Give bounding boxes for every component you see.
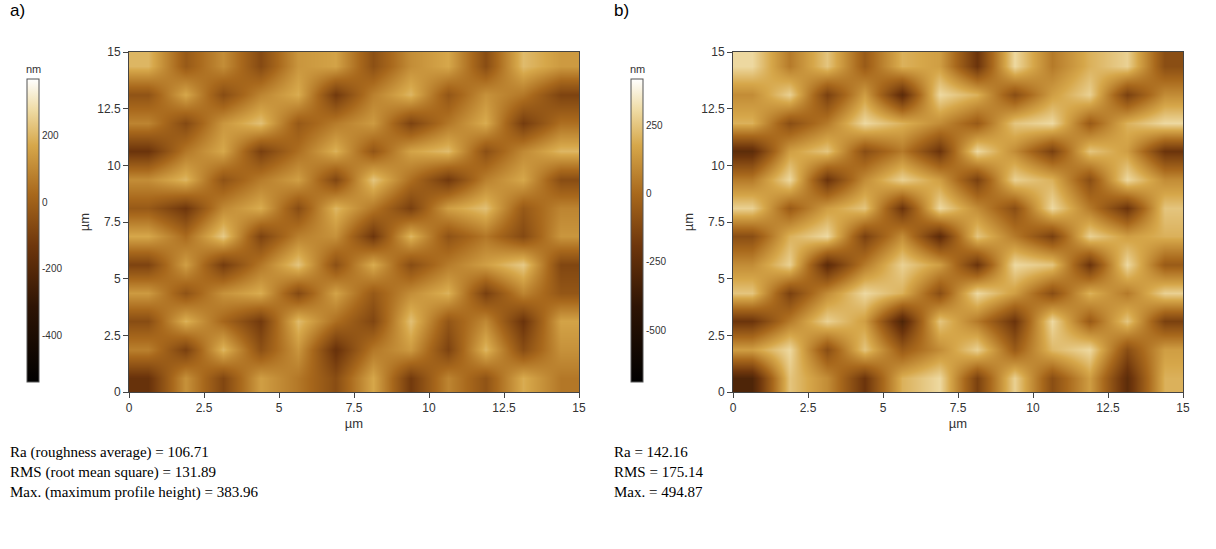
- svg-text:12.5: 12.5: [492, 401, 516, 415]
- html-text:Ra = 142.16: Ra = 142.16: [614, 444, 688, 460]
- svg-text:12.5: 12.5: [97, 102, 121, 116]
- svg-text:-250: -250: [646, 256, 666, 267]
- svg-text:-200: -200: [42, 263, 62, 274]
- svg-text:200: 200: [42, 130, 59, 141]
- svg-text:15: 15: [711, 45, 725, 59]
- svg-text:0: 0: [718, 385, 725, 399]
- svg-text:-400: -400: [42, 330, 62, 341]
- html-text:RMS (root mean square) = 131.8: RMS (root mean square) = 131.89: [10, 464, 216, 480]
- svg-text:15: 15: [1176, 401, 1190, 415]
- html-text:Max. (maximum profile height): Max. (maximum profile height) = 383.96: [10, 484, 258, 500]
- svg-text:0: 0: [126, 401, 133, 415]
- svg-text:0: 0: [646, 188, 652, 199]
- svg-text:0: 0: [42, 197, 48, 208]
- svg-text:2.5: 2.5: [104, 329, 121, 343]
- svg-text:7.5: 7.5: [708, 215, 725, 229]
- html-text:RMS = 175.14: RMS = 175.14: [614, 464, 703, 480]
- svg-text:10: 10: [422, 401, 436, 415]
- svg-text:0: 0: [730, 401, 737, 415]
- svg-text:10: 10: [711, 159, 725, 173]
- svg-text:nm: nm: [630, 63, 645, 75]
- svg-text:5: 5: [880, 401, 887, 415]
- svg-text:5: 5: [114, 272, 121, 286]
- svg-text:7.5: 7.5: [346, 401, 363, 415]
- svg-text:µm: µm: [681, 213, 696, 231]
- html-text:Ra (roughness average) = 106.7: Ra (roughness average) = 106.71: [10, 444, 209, 460]
- svg-text:5: 5: [276, 401, 283, 415]
- svg-text:15: 15: [572, 401, 586, 415]
- svg-text:250: 250: [646, 120, 663, 131]
- svg-text:5: 5: [718, 272, 725, 286]
- html-text:b): b): [614, 1, 630, 20]
- svg-text:µm: µm: [77, 213, 92, 231]
- html-text:a): a): [10, 1, 26, 20]
- svg-text:2.5: 2.5: [708, 329, 725, 343]
- svg-text:µm: µm: [345, 416, 363, 431]
- svg-text:10: 10: [1026, 401, 1040, 415]
- svg-text:10: 10: [107, 159, 121, 173]
- svg-text:0: 0: [114, 385, 121, 399]
- svg-text:15: 15: [107, 45, 121, 59]
- svg-text:2.5: 2.5: [800, 401, 817, 415]
- svg-text:12.5: 12.5: [701, 102, 725, 116]
- svg-text:µm: µm: [949, 416, 967, 431]
- svg-text:7.5: 7.5: [104, 215, 121, 229]
- svg-text:-500: -500: [646, 325, 666, 336]
- svg-text:2.5: 2.5: [196, 401, 213, 415]
- svg-text:nm: nm: [26, 63, 41, 75]
- svg-text:7.5: 7.5: [950, 401, 967, 415]
- svg-text:12.5: 12.5: [1096, 401, 1120, 415]
- html-text:Max. = 494.87: Max. = 494.87: [614, 484, 703, 500]
